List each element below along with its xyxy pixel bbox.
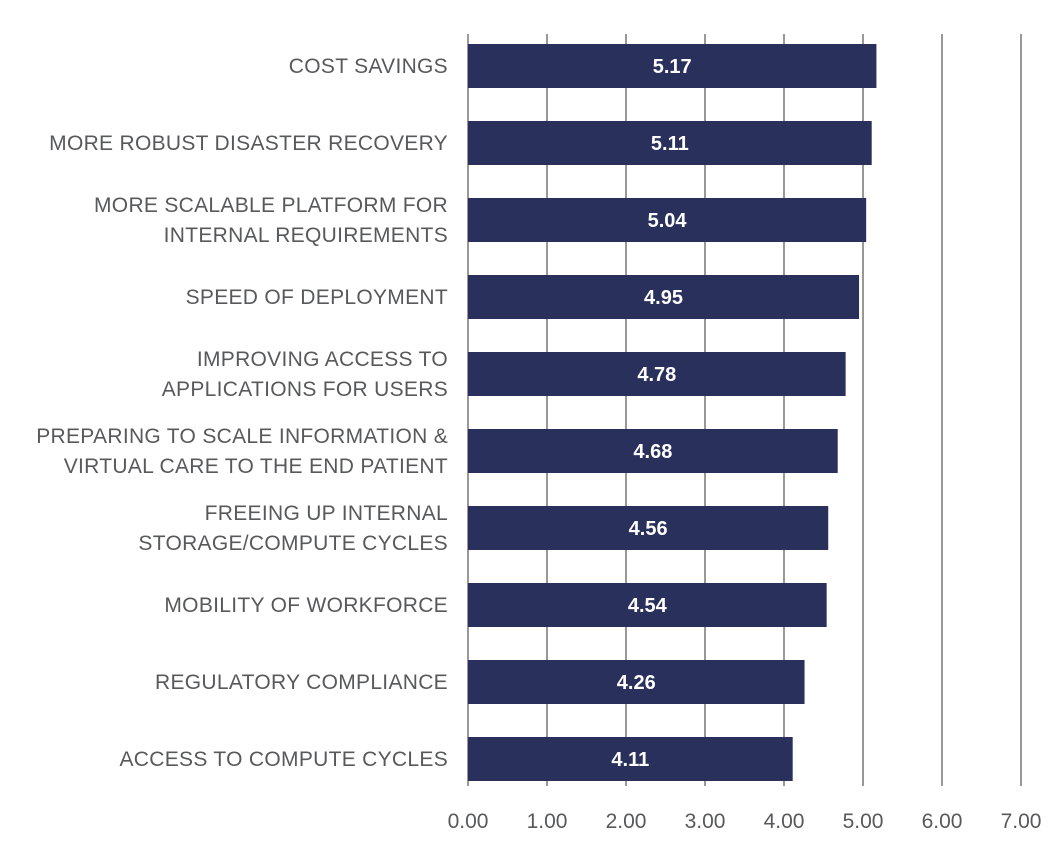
bars — [468, 44, 877, 781]
bar-value-label: 5.17 — [653, 56, 692, 78]
x-tick-label: 7.00 — [1001, 810, 1042, 833]
bar-value-label: 4.56 — [629, 518, 668, 540]
category-label: INTERNAL REQUIREMENTS — [164, 224, 448, 247]
category-label: FREEING UP INTERNAL — [205, 502, 448, 525]
bar — [468, 198, 867, 242]
category-label: STORAGE/COMPUTE CYCLES — [138, 532, 448, 555]
bar — [468, 506, 829, 550]
category-label: COST SAVINGS — [289, 55, 448, 78]
category-label: REGULATORY COMPLIANCE — [155, 671, 448, 694]
bar-value-label: 4.78 — [637, 364, 676, 386]
bar-value-label: 4.26 — [617, 672, 656, 694]
category-label: MOBILITY OF WORKFORCE — [164, 594, 448, 617]
x-tick-label: 5.00 — [843, 810, 884, 833]
category-labels: COST SAVINGS MORE ROBUST DISASTER RECOVER… — [36, 55, 449, 771]
bar — [468, 44, 877, 88]
bar — [468, 275, 860, 319]
bar-value-label: 4.11 — [611, 749, 649, 771]
bar — [468, 429, 838, 473]
category-label: IMPROVING ACCESS TO — [197, 348, 448, 371]
x-tick-label: 0.00 — [448, 810, 489, 833]
bar — [468, 737, 793, 781]
category-label: APPLICATIONS FOR USERS — [162, 378, 448, 401]
bar — [468, 121, 872, 165]
x-tick-label: 3.00 — [685, 810, 726, 833]
category-label: MORE SCALABLE PLATFORM FOR — [94, 194, 448, 217]
bar — [468, 352, 846, 396]
bar-value-label: 4.68 — [633, 441, 672, 463]
bar-value-label: 5.11 — [651, 133, 689, 155]
bar — [468, 660, 805, 704]
category-label: VIRTUAL CARE TO THE END PATIENT — [64, 455, 448, 478]
category-label: MORE ROBUST DISASTER RECOVERY — [49, 132, 448, 155]
x-axis-tick-labels: 0.00 1.00 2.00 3.00 4.00 5.00 6.00 7.00 — [448, 810, 1042, 833]
bar-value-label: 4.54 — [628, 595, 668, 617]
x-tick-label: 2.00 — [606, 810, 647, 833]
x-tick-label: 4.00 — [764, 810, 805, 833]
bar-value-labels: 5.17 5.11 5.04 4.95 4.78 4.68 4.56 4.54 4.26 4.11 — [611, 56, 691, 771]
bar — [468, 583, 827, 627]
bar-value-label: 5.04 — [648, 210, 688, 232]
x-tick-label: 6.00 — [922, 810, 963, 833]
category-label: SPEED OF DEPLOYMENT — [186, 286, 448, 309]
x-tick-label: 1.00 — [527, 810, 568, 833]
category-label: ACCESS TO COMPUTE CYCLES — [120, 748, 449, 771]
bar-value-label: 4.95 — [644, 287, 683, 309]
category-label: PREPARING TO SCALE INFORMATION & — [36, 425, 448, 448]
